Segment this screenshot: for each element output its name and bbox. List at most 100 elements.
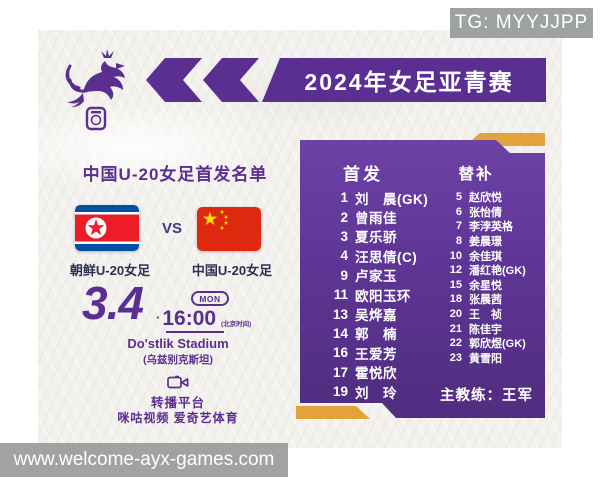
player-name: 霍悦欣 bbox=[355, 366, 397, 382]
match-time-row: ·16:00 bbox=[156, 307, 216, 331]
tg-watermark: TG: MYYJJPP bbox=[450, 8, 593, 38]
timezone-note: (北京时间) bbox=[221, 321, 252, 328]
starter-row: 13 吴烨嘉 bbox=[322, 304, 442, 323]
title-banner: 2024年女足亚青赛 bbox=[262, 58, 546, 102]
player-name: 刘 晨(GK) bbox=[355, 191, 429, 207]
player-number: 23 bbox=[449, 351, 462, 364]
player-name: 余佳琪 bbox=[469, 250, 502, 263]
gold-corner-tab-bottom bbox=[296, 406, 370, 419]
player-number: 8 bbox=[455, 235, 462, 248]
phoenix-cfa-logo-icon bbox=[65, 49, 125, 131]
broadcast-platforms: 咪咕视频 爱奇艺体育 bbox=[117, 411, 239, 425]
player-number: 12 bbox=[449, 264, 462, 277]
player-name: 吴烨嘉 bbox=[355, 308, 397, 324]
player-number: 3 bbox=[340, 228, 348, 244]
sub-row: 23 黄雪阳 bbox=[446, 351, 545, 366]
player-name: 王 祯 bbox=[469, 309, 502, 322]
subs-list: 5 赵欣悦 6 张怡倩 7 李浡英格 8 姜晨 bbox=[446, 190, 545, 365]
player-number: 13 bbox=[332, 306, 348, 322]
player-name: 张晨茜 bbox=[469, 294, 502, 307]
player-number: 17 bbox=[332, 364, 348, 380]
video-camera-icon bbox=[167, 375, 189, 389]
sub-row: 5 赵欣悦 bbox=[446, 190, 545, 205]
starter-row: 11 欧阳玉环 bbox=[322, 285, 442, 304]
player-number: 7 bbox=[455, 220, 462, 233]
starter-row: 17 霍悦欣 bbox=[322, 363, 442, 382]
subs-column-header: 替补 bbox=[458, 166, 494, 183]
sub-row: 8 姜晨璟 bbox=[446, 234, 545, 249]
player-name: 欧阳玉环 bbox=[355, 288, 411, 304]
china-flag bbox=[197, 207, 261, 251]
starter-row: 19 刘 玲 bbox=[322, 382, 442, 401]
starter-row: 1 刘 晨(GK) bbox=[322, 188, 442, 207]
player-number: 4 bbox=[340, 248, 348, 264]
starters-column-header: 首发 bbox=[343, 165, 383, 184]
player-number: 1 bbox=[340, 190, 348, 206]
player-name: 黄雪阳 bbox=[469, 352, 502, 365]
player-name: 张怡倩 bbox=[469, 206, 502, 219]
sub-row: 6 张怡倩 bbox=[446, 205, 545, 220]
time-separator-dot: · bbox=[156, 310, 161, 325]
sub-row: 20 王 祯 bbox=[446, 307, 545, 322]
player-name: 王爱芳 bbox=[355, 346, 397, 362]
player-number: 14 bbox=[332, 325, 348, 341]
stadium-country-note: (乌兹别克斯坦) bbox=[143, 354, 213, 366]
stadium-name: Do'stlik Stadium bbox=[127, 336, 229, 351]
north-korea-flag bbox=[75, 205, 139, 251]
left-chevron-icon bbox=[203, 58, 259, 102]
player-number: 2 bbox=[340, 209, 348, 225]
starters-list: 1 刘 晨(GK) 2 曾雨佳 3 夏乐骄 4 bbox=[322, 188, 442, 401]
away-team-name: 中国U-20女足 bbox=[191, 263, 273, 278]
player-name: 汪思倩(C) bbox=[355, 249, 418, 265]
starter-row: 16 王爱芳 bbox=[322, 343, 442, 362]
player-name: 卢家玉 bbox=[355, 269, 397, 285]
player-number: 16 bbox=[332, 345, 348, 361]
player-number: 22 bbox=[449, 337, 462, 350]
sub-row: 12 潘红艳(GK) bbox=[446, 263, 545, 278]
match-date: 3.4 bbox=[82, 277, 144, 329]
player-name: 李浡英格 bbox=[469, 221, 513, 234]
player-name: 夏乐骄 bbox=[355, 230, 397, 246]
player-name: 曾雨佳 bbox=[355, 211, 397, 227]
sub-row: 15 余星悦 bbox=[446, 278, 545, 293]
player-number: 20 bbox=[449, 308, 462, 321]
weekday-badge: MON bbox=[191, 291, 229, 306]
starter-row: 9 卢家玉 bbox=[322, 266, 442, 285]
sub-row: 7 李浡英格 bbox=[446, 219, 545, 234]
head-coach-line: 主教练：王军 bbox=[440, 388, 533, 404]
player-name: 赵欣悦 bbox=[469, 192, 502, 205]
player-number: 11 bbox=[333, 287, 348, 303]
time-underline-rule bbox=[166, 331, 224, 333]
starter-row: 3 夏乐骄 bbox=[322, 227, 442, 246]
player-name: 郭欣煜(GK) bbox=[469, 338, 526, 351]
starter-row: 4 汪思倩(C) bbox=[322, 246, 442, 265]
site-watermark: www.welcome-ayx-games.com bbox=[0, 443, 288, 477]
lineup-title: 中国U-20女足首发名单 bbox=[82, 165, 268, 184]
player-name: 余星悦 bbox=[469, 279, 502, 292]
sub-row: 10 余佳琪 bbox=[446, 248, 545, 263]
textured-poster-sheet: 2024年女足亚青赛 中国U-20女足首发名单 VS bbox=[38, 30, 562, 448]
sub-row: 18 张晨茜 bbox=[446, 292, 545, 307]
player-number: 18 bbox=[449, 293, 462, 306]
player-name: 郭 楠 bbox=[355, 327, 397, 343]
player-name: 潘红艳(GK) bbox=[469, 265, 526, 278]
sub-row: 21 陈佳宇 bbox=[446, 321, 545, 336]
sub-row: 22 郭欣煜(GK) bbox=[446, 336, 545, 351]
player-number: 15 bbox=[449, 278, 462, 291]
player-number: 9 bbox=[340, 267, 348, 283]
player-number: 5 bbox=[455, 191, 462, 204]
player-name: 刘 玲 bbox=[355, 385, 397, 401]
player-number: 19 bbox=[332, 384, 348, 400]
match-time: 16:00 bbox=[162, 307, 217, 330]
player-number: 6 bbox=[455, 205, 462, 218]
starter-row: 2 曾雨佳 bbox=[322, 207, 442, 226]
broadcast-platform-label: 转播平台 bbox=[150, 396, 205, 410]
home-team-name: 朝鲜U-20女足 bbox=[69, 263, 151, 278]
vs-label: VS bbox=[161, 220, 182, 237]
left-chevron-icon bbox=[146, 58, 202, 102]
event-title: 2024年女足亚青赛 bbox=[304, 69, 514, 95]
player-name: 姜晨璟 bbox=[469, 236, 502, 249]
player-number: 10 bbox=[449, 249, 462, 262]
player-name: 陈佳宇 bbox=[469, 323, 502, 336]
